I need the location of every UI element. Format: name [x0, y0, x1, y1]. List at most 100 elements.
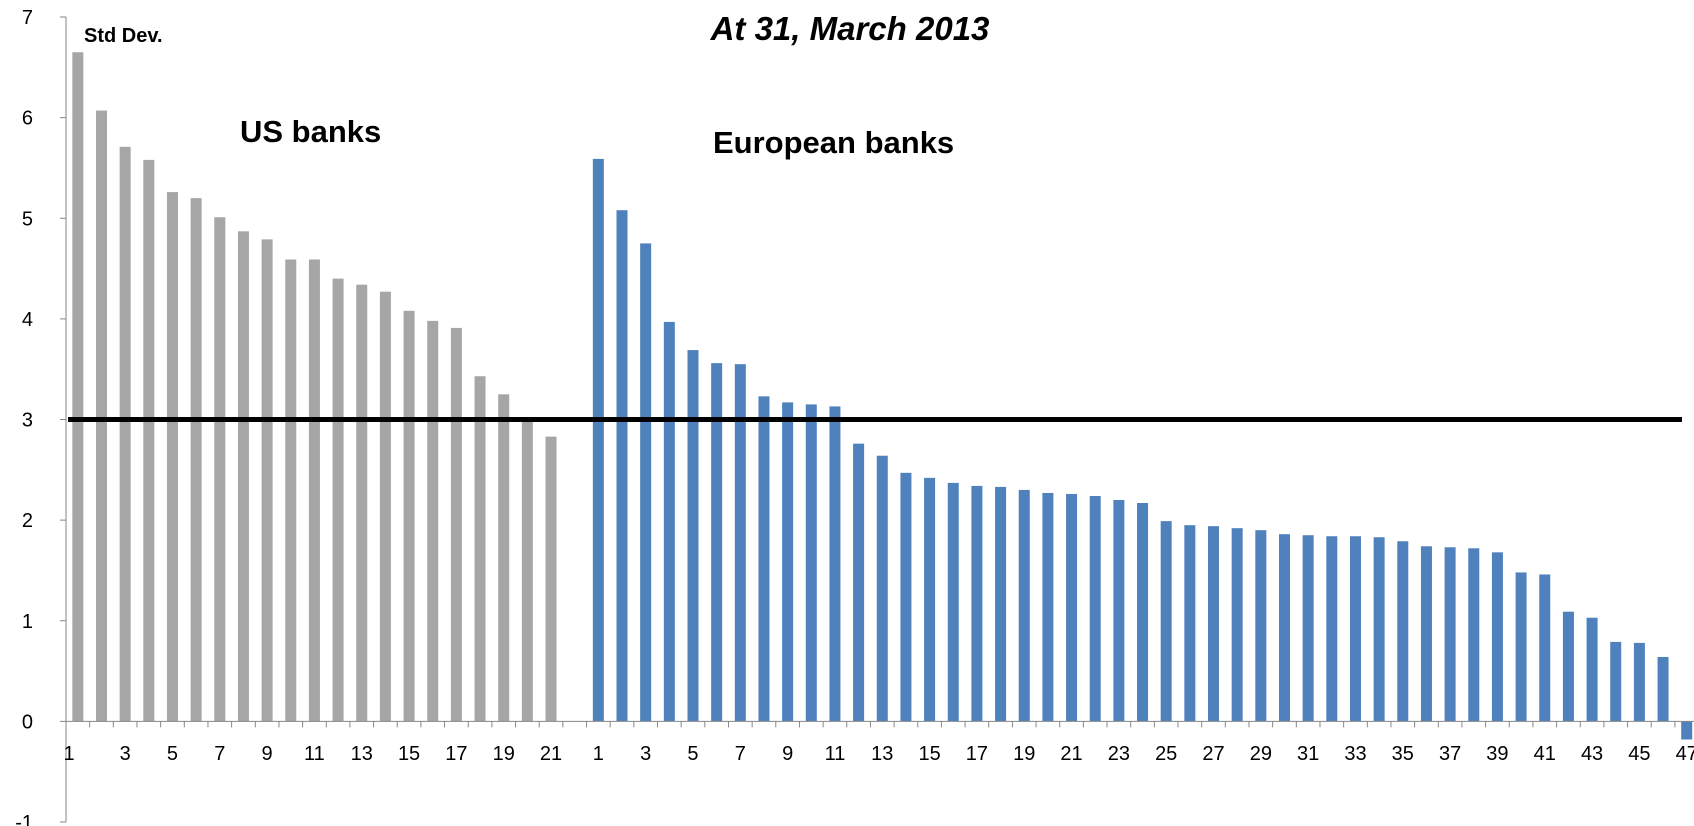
us-bank-bar: [261, 239, 273, 722]
european-bank-bar: [687, 350, 699, 722]
x-tick-label: 9: [262, 743, 273, 765]
us-bank-bar: [545, 436, 557, 722]
x-tick-label: 13: [351, 743, 373, 765]
bars-group: [72, 52, 1693, 740]
european-bank-bar: [734, 364, 746, 722]
european-bank-bar: [758, 396, 770, 722]
european-bank-bar: [947, 482, 959, 722]
x-tick-label: 39: [1486, 743, 1508, 765]
x-tick-label: 1: [63, 743, 74, 765]
european-bank-bar: [1255, 530, 1267, 722]
us-bank-bar: [498, 394, 510, 722]
european-bank-bar: [1349, 536, 1361, 722]
european-bank-bar: [592, 158, 604, 722]
us-bank-bar: [450, 327, 462, 722]
european-bank-bar: [1113, 500, 1125, 722]
x-tick-label: 29: [1250, 743, 1272, 765]
us-bank-bar: [190, 198, 202, 722]
x-tick-label: 11: [825, 743, 846, 765]
y-tick-label: 4: [22, 309, 33, 331]
european-bank-bar: [1420, 546, 1432, 722]
annotation-european-banks: European banks: [713, 125, 954, 160]
chart-title: At 31, March 2013: [710, 10, 990, 47]
european-bank-bar: [971, 485, 983, 722]
x-tick-label: 47: [1676, 743, 1694, 765]
us-bank-bar: [237, 231, 249, 722]
european-bank-bar: [995, 486, 1007, 722]
european-bank-bar: [876, 455, 888, 722]
us-bank-bar: [403, 310, 415, 722]
european-bank-bar: [1042, 492, 1054, 722]
european-bank-bar: [1633, 642, 1645, 722]
european-bank-bar: [1089, 495, 1101, 722]
european-bank-bar: [663, 321, 675, 722]
us-bank-bar: [356, 284, 368, 722]
x-tick-label: 11: [304, 743, 325, 765]
european-bank-bar: [1231, 528, 1243, 722]
us-bank-bar: [72, 52, 84, 722]
y-tick-label: 1: [22, 611, 33, 633]
european-bank-bar: [1397, 541, 1409, 722]
european-bank-bar: [1137, 503, 1149, 722]
european-bank-bar: [1184, 525, 1196, 722]
y-tick-label: -1: [15, 812, 33, 826]
x-tick-label: 25: [1155, 743, 1177, 765]
x-tick-label: 19: [1013, 743, 1035, 765]
y-tick-label: 3: [22, 410, 33, 432]
x-tick-label: 31: [1297, 743, 1319, 765]
y-axis-label: Std Dev.: [84, 25, 163, 47]
european-bank-bar: [1444, 547, 1456, 722]
x-axis-group: 1 3 5 7 9 11 13 15 17 19 21 1 3 5 7 9 11 13 15 17 19 21 23 25 27…: [63, 720, 1694, 765]
x-tick-label: 5: [687, 743, 698, 765]
european-bank-bar: [924, 477, 936, 722]
annotation-us-banks: US banks: [240, 114, 381, 149]
x-tick-label: 27: [1202, 743, 1224, 765]
x-tick-label: 37: [1439, 743, 1461, 765]
x-tick-label: 23: [1108, 743, 1130, 765]
european-bank-bar: [1491, 552, 1503, 722]
y-tick-label: 5: [22, 208, 33, 230]
x-tick-label: 1: [593, 743, 604, 765]
x-tick-label: 15: [918, 743, 940, 765]
x-tick-label: 43: [1581, 743, 1603, 765]
european-bank-bar: [782, 402, 794, 722]
y-tick-label: 6: [22, 108, 33, 130]
european-bank-bar: [1468, 548, 1480, 722]
x-tick-label: 3: [640, 743, 651, 765]
european-bank-bar: [900, 472, 912, 722]
x-tick-label: 45: [1628, 743, 1650, 765]
european-bank-bar: [853, 443, 865, 722]
european-bank-bar: [1657, 656, 1669, 722]
y-axis-group: -1 0 1 2 3 4 5 6 7: [15, 7, 67, 826]
european-bank-bar: [640, 243, 652, 722]
x-tick-label: 7: [735, 743, 746, 765]
european-bank-bar: [1539, 574, 1551, 722]
x-tick-label: 19: [493, 743, 515, 765]
european-bank-bar: [1562, 611, 1574, 722]
european-bank-bar: [1208, 526, 1220, 722]
us-bank-bar: [119, 146, 131, 722]
european-bank-bar: [711, 363, 723, 722]
european-bank-bar: [616, 210, 628, 722]
us-bank-bar: [308, 259, 320, 722]
us-bank-bar: [214, 217, 226, 722]
european-bank-bar: [1515, 572, 1527, 722]
x-tick-label: 17: [966, 743, 988, 765]
us-bank-bar: [95, 110, 107, 722]
european-bank-bar: [1302, 535, 1314, 722]
us-bank-bar: [332, 278, 344, 722]
us-bank-bar: [379, 291, 391, 722]
x-tick-label: 5: [167, 743, 178, 765]
x-tick-label: 15: [398, 743, 420, 765]
european-bank-bar: [1326, 536, 1338, 722]
x-tick-label: 17: [445, 743, 467, 765]
x-tick-label: 21: [1060, 743, 1082, 765]
european-bank-bar: [805, 404, 817, 722]
x-tick-label: 21: [540, 743, 562, 765]
y-tick-label: 0: [22, 711, 33, 733]
x-tick-label: 41: [1534, 743, 1556, 765]
european-bank-bar: [1373, 537, 1385, 722]
y-tick-label: 7: [22, 7, 33, 29]
european-bank-bar: [1586, 617, 1598, 722]
